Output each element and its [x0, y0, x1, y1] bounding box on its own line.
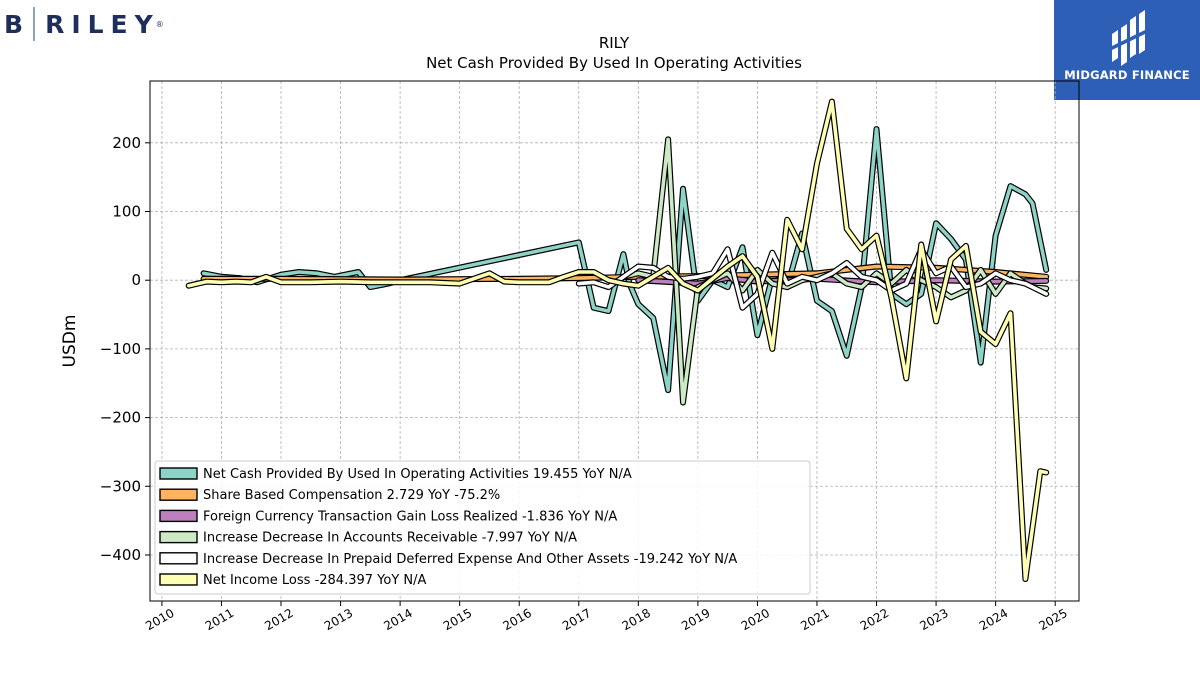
series-lines [185, 98, 1050, 582]
legend-box [154, 460, 811, 595]
legend-label: Increase Decrease In Accounts Receivable… [203, 531, 577, 546]
series-line-0 [201, 127, 1048, 392]
x-tick-label: 2019 [679, 606, 712, 633]
legend: Net Cash Provided By Used In Operating A… [154, 460, 811, 595]
x-tick-label: 2012 [262, 606, 295, 633]
chart-subtitle: Net Cash Provided By Used In Operating A… [426, 54, 802, 72]
brand-left-b: B [4, 9, 26, 39]
y-tick-label: −200 [100, 409, 141, 427]
plot-frame [149, 80, 1080, 602]
x-tick-label: 2016 [500, 606, 533, 633]
brand-left-riley: RILEY [45, 9, 160, 39]
x-tick-label: 2010 [143, 606, 176, 633]
brand-left-registered: ® [155, 19, 164, 29]
x-tick-label: 2015 [441, 606, 474, 633]
x-tick-label: 2025 [1036, 606, 1069, 633]
y-tick-label: 200 [112, 134, 141, 152]
grid [150, 81, 1079, 601]
x-tick-label: 2023 [917, 606, 950, 633]
x-tick-label: 2022 [858, 606, 891, 633]
b-riley-logo: B RILEY ® [4, 6, 164, 42]
y-tick-label: 100 [112, 203, 141, 221]
x-tick-label: 2011 [203, 606, 236, 633]
x-tick-label: 2020 [739, 606, 772, 633]
legend-label: Increase Decrease In Prepaid Deferred Ex… [203, 552, 737, 567]
x-tick-label: 2014 [381, 606, 414, 633]
midgard-emblem-icon [1112, 10, 1145, 66]
y-tick-label: −100 [100, 340, 141, 358]
legend-label: Net Cash Provided By Used In Operating A… [203, 467, 632, 482]
legend-label: Foreign Currency Transaction Gain Loss R… [203, 509, 617, 524]
y-axis-label: USDm [60, 315, 80, 368]
x-tick-label: 2021 [798, 606, 831, 633]
legend-swatch [159, 488, 198, 501]
midgard-finance-label: MIDGARD FINANCE [1064, 68, 1190, 82]
brand-left-separator [33, 7, 36, 41]
series-line-5 [186, 99, 1048, 581]
chart-title: RILY [599, 34, 630, 52]
y-tick-label: −300 [100, 477, 141, 495]
legend-label: Net Income Loss -284.397 YoY N/A [203, 573, 426, 588]
x-tick-label: 2013 [322, 606, 355, 633]
y-tick-label: −400 [100, 546, 141, 564]
legend-label: Share Based Compensation 2.729 YoY -75.2… [203, 488, 500, 503]
x-tick-label: 2018 [620, 606, 653, 633]
x-tick-label: 2017 [560, 606, 593, 633]
legend-swatch [159, 509, 198, 523]
y-tick-label: 0 [131, 271, 141, 289]
legend-swatch [159, 467, 198, 480]
legend-swatch [159, 573, 198, 586]
midgard-finance-logo: MIDGARD FINANCE [1054, 0, 1200, 100]
legend-swatch [159, 552, 198, 565]
x-tick-label: 2024 [977, 606, 1010, 633]
legend-swatch [159, 530, 198, 544]
